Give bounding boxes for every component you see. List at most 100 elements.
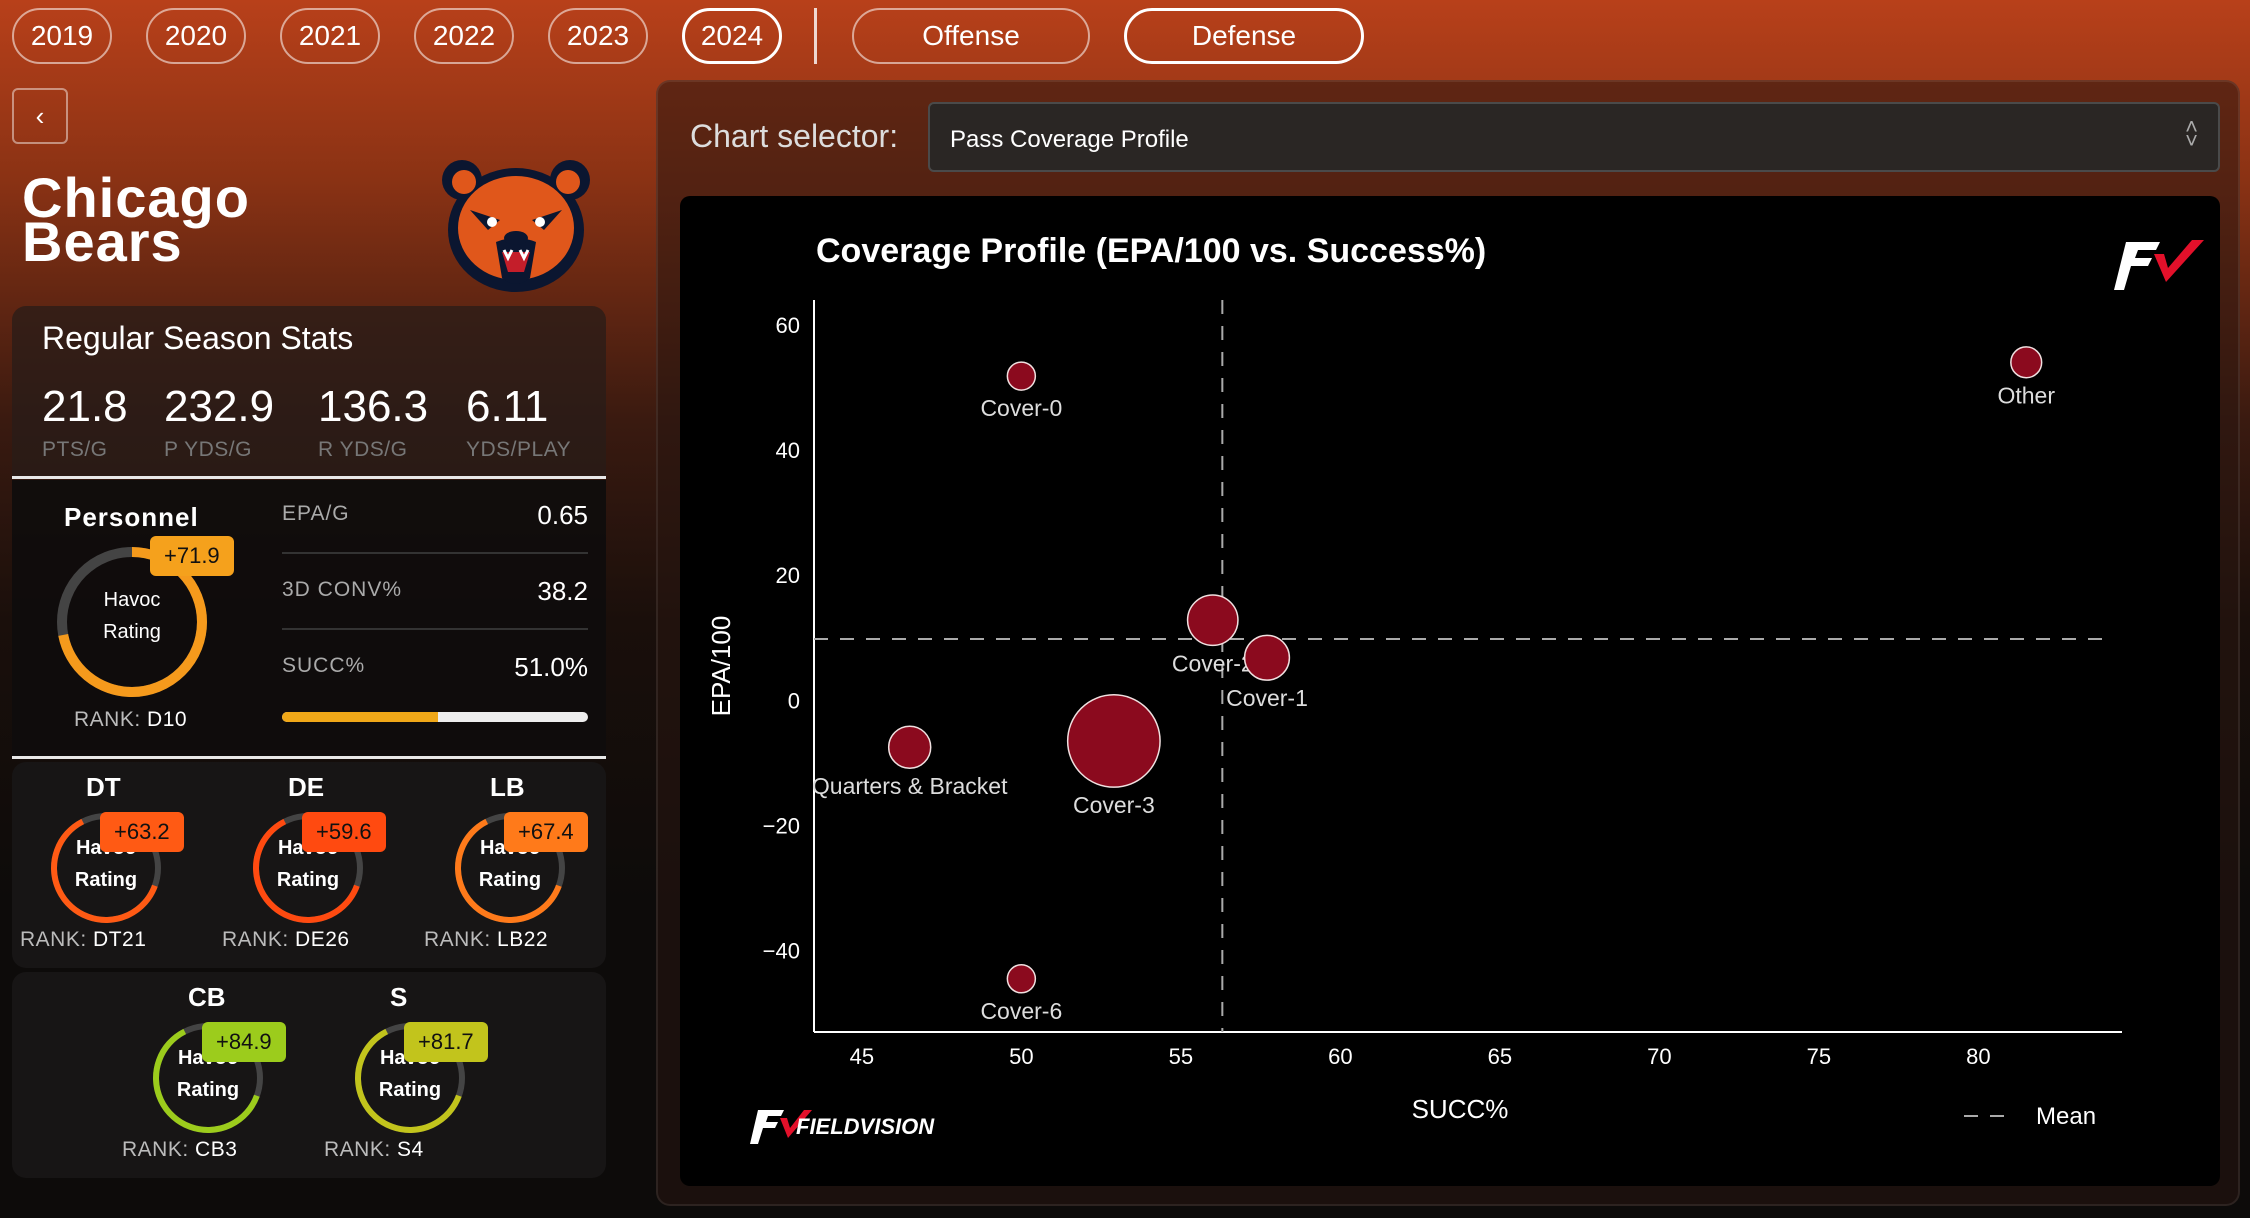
chart-selector-value: Pass Coverage Profile: [950, 126, 1189, 153]
havoc-label-line2: Rating: [74, 869, 138, 891]
havoc-label-line1: Havoc: [103, 589, 161, 611]
defense-tab[interactable]: Defense: [1124, 8, 1364, 64]
position-rank: RANK: CB3: [122, 1138, 237, 1162]
fieldvision-brand-logo: FIELDVISION: [750, 1110, 935, 1144]
rank-value: CB3: [195, 1138, 238, 1161]
data-point: [887, 725, 932, 769]
rank-label: RANK:: [222, 928, 289, 951]
x-tick-label: 65: [1488, 1044, 1512, 1069]
team-name-line2: Bears: [22, 210, 183, 273]
x-axis-label: SUCC%: [1412, 1094, 1509, 1124]
rank-label: RANK:: [424, 928, 491, 951]
x-tick-label: 60: [1328, 1044, 1352, 1069]
stat-value: 21.8: [42, 382, 128, 431]
position-name: S: [390, 982, 408, 1012]
metric-key: SUCC%: [282, 654, 366, 677]
position-groups-row2: [12, 972, 606, 1178]
stat-label: R YDS/G: [318, 438, 408, 461]
season-stats-panel: Regular Season Stats 21.8 PTS/G 232.9 P …: [12, 306, 606, 478]
year-tab-2020[interactable]: 2020: [146, 8, 246, 64]
scatter-chart: 45 50 55 60 65 70 75 80 60 40 20 0 −20 −40 Cover-0 Oth…: [706, 240, 2204, 1144]
y-tick-label: 0: [788, 688, 800, 713]
position-name: DT: [86, 772, 121, 802]
metric-key: 3D CONV%: [282, 578, 403, 601]
stat-value: 136.3: [318, 382, 429, 431]
stat-label: PTS/G: [42, 438, 108, 461]
stat-rush-yds: 136.3 R YDS/G: [318, 382, 428, 462]
metric-value: 38.2: [537, 576, 588, 606]
data-point: [1006, 361, 1037, 391]
point-label: Quarters & Bracket: [812, 773, 1008, 799]
divider: [12, 756, 606, 759]
havoc-badge: +67.4: [504, 812, 588, 852]
metric-key: EPA/G: [282, 502, 350, 525]
position-rank: RANK: LB22: [424, 928, 548, 952]
position-name: DE: [288, 772, 325, 802]
position-groups-row1: [12, 762, 606, 968]
rank-value: DE26: [295, 928, 350, 951]
x-tick-label: 55: [1169, 1044, 1193, 1069]
stat-label: YDS/PLAY: [466, 438, 572, 461]
season-stats-title: Regular Season Stats: [42, 320, 354, 356]
rank-label: RANK:: [74, 708, 141, 731]
y-tick-label: 60: [776, 313, 800, 338]
rank-value: LB22: [497, 928, 549, 951]
chart-title: Coverage Profile (EPA/100 vs. Success%): [816, 232, 1487, 270]
personnel-rank: RANK: D10: [74, 708, 187, 732]
team-logo: [442, 160, 590, 292]
legend-mean-label: Mean: [2036, 1103, 2096, 1130]
year-tab-2024[interactable]: 2024: [682, 8, 782, 64]
divider: [12, 476, 606, 479]
year-tab-2019[interactable]: 2019: [12, 8, 112, 64]
havoc-badge: +81.7: [404, 1022, 488, 1062]
havoc-ring: [57, 547, 207, 697]
chart-selector-label: Chart selector:: [690, 118, 899, 154]
succ-progress-fill: [282, 712, 439, 722]
stat-yds-play: 6.11 YDS/PLAY: [466, 382, 571, 462]
havoc-badge: +71.9: [150, 536, 234, 576]
rank-value: D10: [147, 708, 188, 731]
position-name: LB: [490, 772, 525, 802]
stat-pass-yds: 232.9 P YDS/G: [164, 382, 274, 462]
x-tick-label: 80: [1966, 1044, 1990, 1069]
data-point: [2010, 346, 2043, 379]
metric-value: 51.0%: [514, 652, 588, 682]
year-tab-2021[interactable]: 2021: [280, 8, 380, 64]
personnel-panel: Personnel Havoc Rating +71.9 RANK: D10 E…: [12, 480, 606, 758]
rank-value: S4: [397, 1138, 424, 1161]
back-button[interactable]: ‹: [12, 88, 68, 144]
fv-logo-icon: [2114, 240, 2204, 290]
havoc-rating-label: Havoc Rating: [52, 584, 212, 648]
y-tick-label: −20: [763, 813, 800, 838]
data-point: [1006, 964, 1037, 994]
chart-selector-dropdown[interactable]: Pass Coverage Profile ˄ ˅: [928, 102, 2220, 172]
chevron-updown-icon: ˄ ˅: [2185, 114, 2198, 153]
rank-label: RANK:: [20, 928, 87, 951]
stat-pts: 21.8 PTS/G: [42, 382, 128, 462]
x-tick-label: 70: [1647, 1044, 1671, 1069]
y-tick-label: 40: [776, 438, 800, 463]
offense-tab[interactable]: Offense: [852, 8, 1090, 64]
y-tick-label: −40: [763, 939, 800, 964]
point-label: Other: [1997, 383, 2055, 409]
succ-progress-bar: [282, 712, 588, 722]
data-point: [1186, 594, 1239, 647]
chart-area: [680, 196, 2220, 1186]
year-tab-2022[interactable]: 2022: [414, 8, 514, 64]
year-tab-2023[interactable]: 2023: [548, 8, 648, 64]
havoc-badge: +63.2: [100, 812, 184, 852]
position-name: CB: [188, 982, 226, 1012]
brand-name: FIELDVISION: [796, 1114, 935, 1139]
metric-epa: EPA/G 0.65: [282, 480, 588, 554]
rank-label: RANK:: [122, 1138, 189, 1161]
point-label: Cover-1: [1226, 685, 1308, 711]
point-label: Cover-0: [980, 395, 1062, 421]
y-axis-label: EPA/100: [706, 616, 736, 717]
data-point: [1243, 634, 1291, 681]
x-tick-label: 50: [1009, 1044, 1033, 1069]
havoc-label-line2: Rating: [478, 869, 542, 891]
position-rank: RANK: S4: [324, 1138, 424, 1162]
chevron-left-icon: ‹: [35, 100, 45, 131]
position-rank: RANK: DE26: [222, 928, 350, 952]
x-tick-label: 45: [850, 1044, 874, 1069]
